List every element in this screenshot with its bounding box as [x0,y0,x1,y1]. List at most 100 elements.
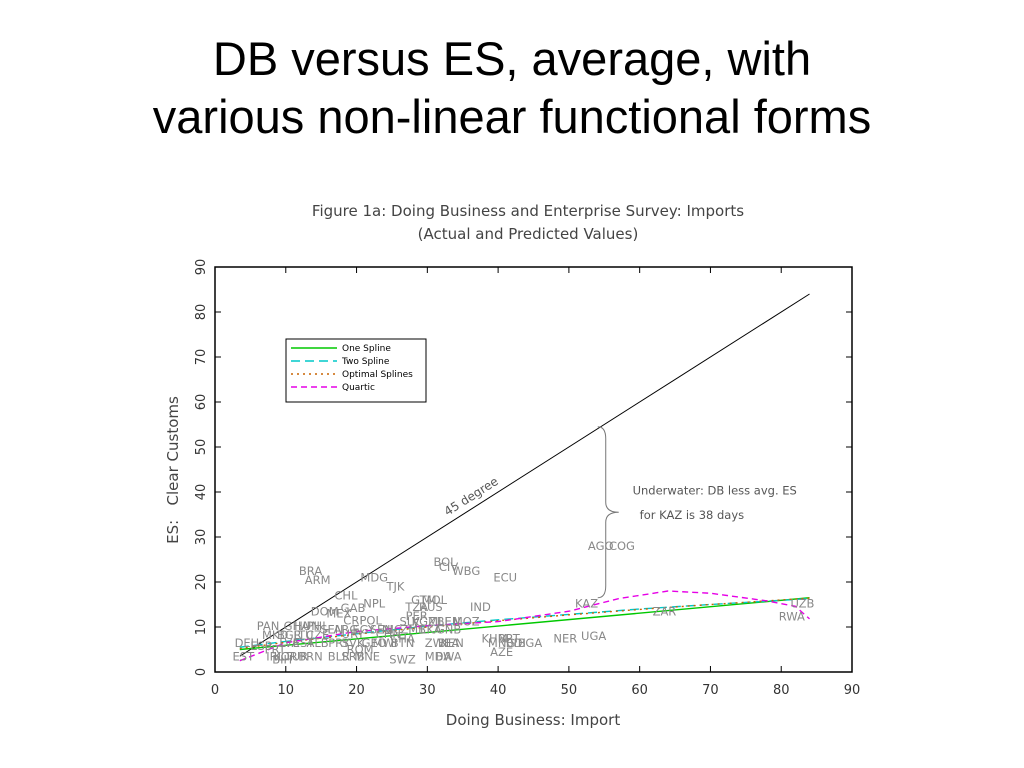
data-point-label: MNE [354,649,380,663]
data-point-label: NER [553,631,577,645]
data-point-label: MDG [360,571,388,585]
data-point-label: UGA [581,629,606,643]
y-tick-label: 60 [194,394,209,411]
y-tick-label: 70 [194,349,209,366]
data-point-label: BRN [298,649,322,663]
data-point-label: LKA [420,622,442,636]
data-point-label: BRA [299,564,322,578]
underwater-brace [597,426,619,599]
data-point-label: ALB [307,636,329,650]
annotation-text: for KAZ is 38 days [640,508,744,522]
data-point-label: SRB [341,649,364,663]
data-point-label: WBG [452,564,480,578]
legend-label: Optimal Splines [342,370,413,380]
series-lines [239,590,810,662]
data-point-label: BIH [272,652,292,666]
data-point-label: MDA [425,649,452,663]
data-point-label: DEU [235,636,260,650]
chart-subtitle: (Actual and Predicted Values) [418,225,639,243]
x-tick-label: 60 [631,683,648,698]
data-point-label: BLR [328,649,350,663]
data-point-label: PRY [328,636,350,650]
axis-ticks: 0 10 20 30 40 50 60 70 80 90 0 10 20 30 40 50 60 70 80 90 [194,259,860,698]
brace-path [597,426,619,599]
data-point-label: MWI [373,636,398,650]
data-point-label: GNB [436,622,462,636]
data-point-label: ZWE [425,636,452,650]
legend-box [285,338,427,403]
data-point-label: HUN [294,619,320,633]
data-point-label: TJK [385,580,404,594]
legend-label: Quartic [342,383,375,393]
slide-title-line-2: various non-linear functional forms [152,90,872,143]
data-point-label: MLI [428,615,448,629]
slide-title: DB versus ES, average, with various non-… [0,30,1024,146]
data-point-label: BWA [436,649,462,663]
y-tick-label: 80 [194,304,209,321]
data-point-label: PHL [307,619,330,633]
y-tick-label: 0 [194,668,209,676]
chart-title: Figure 1a: Doing Business and Enterprise… [312,202,744,220]
legend-label: Two Spline [341,357,390,367]
data-point-label: UZB [790,597,814,611]
data-point-label: GHA [284,619,310,633]
data-point-label: EGY [352,622,376,636]
data-point-label: CZE [306,628,329,642]
data-point-label: CRI [343,613,362,627]
x-tick-label: 40 [490,683,507,698]
data-point-label: SEN [320,622,343,636]
data-point-label: LTU [293,628,313,642]
data-point-label: KAZ [575,597,598,611]
data-point-label: GTM [411,593,436,607]
data-point-label: MKD [262,628,288,642]
data-point-label: ESP [250,639,272,653]
data-point-label: BGR [277,628,302,642]
y-tick-label: 50 [194,439,209,456]
x-tick-label: 0 [211,683,219,698]
legend-label: One Spline [342,344,391,354]
data-point-label: CHN [376,627,401,641]
series-line-one-spline [239,597,810,651]
data-point-label: BRT [498,631,521,645]
data-point-label: BTN [391,636,415,650]
data-point-label: PAN [257,619,280,633]
data-point-label: SVK [342,636,365,650]
data-point-label: CIV [439,560,458,574]
legend: One Spline Two Spline Optimal Splines Quart… [285,338,427,403]
data-point-label: BFA [438,636,459,650]
data-point-label: PER [406,609,428,623]
data-point-label: URY [342,627,366,641]
data-point-label: PRT [265,643,287,657]
y-tick-label: 20 [194,574,209,591]
series-line-quartic [239,590,810,662]
data-point-label: NPL [363,597,386,611]
y-tick-label: 30 [194,529,209,546]
data-point-label: MEX [326,607,351,621]
data-point-label: BDI [506,636,526,650]
y-tick-label: 10 [194,619,209,636]
series-line-optimal-splines [239,597,810,650]
data-point-label: IND [470,600,491,614]
data-point-label: ROM [347,643,374,657]
y-tick-label: 40 [194,484,209,501]
data-point-label: SWZ [389,652,416,666]
data-point-label: KGZ [412,615,436,629]
data-point-label: MOZ [453,615,480,629]
x-tick-label: 70 [702,683,719,698]
data-point-label: DOM [311,604,339,618]
data-point-label: ARM [305,573,331,587]
data-point-label: SEN [370,622,393,636]
data-point-label: CHL [334,589,358,603]
data-point-label: TZA [404,600,428,614]
data-point-label: AGO [588,539,614,553]
annotations: Underwater: DB less avg. ES for KAZ is 38… [633,483,797,522]
data-point-label: COG [609,539,635,553]
data-point-label: ZMB [400,622,426,636]
data-point-label: KEN [440,636,463,650]
plot-frame [214,266,853,673]
x-tick-label: 10 [278,683,295,698]
x-tick-label: 80 [773,683,790,698]
x-tick-label: 50 [561,683,578,698]
x-tick-label: 90 [844,683,861,698]
